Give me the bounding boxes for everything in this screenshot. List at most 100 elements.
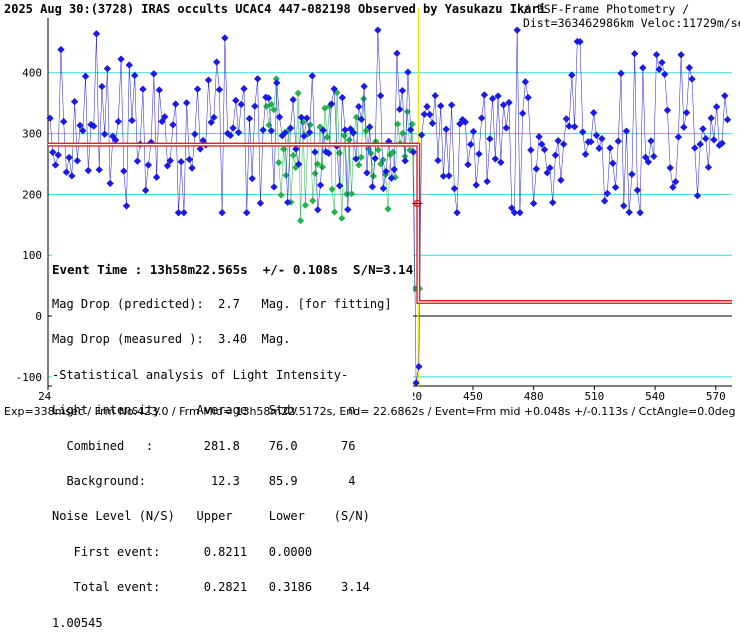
target-point	[125, 61, 133, 69]
target-point	[699, 125, 707, 133]
comparison-point	[267, 100, 275, 108]
target-point	[54, 151, 62, 159]
comparison-point	[277, 191, 285, 199]
comparison-point	[331, 208, 339, 216]
target-point	[248, 174, 256, 183]
target-point	[398, 86, 407, 95]
target-point	[100, 130, 109, 138]
comparison-point	[275, 159, 283, 167]
target-point	[150, 70, 158, 78]
target-point	[98, 82, 106, 91]
comparison-point	[348, 190, 356, 198]
target-point	[338, 93, 347, 102]
target-point	[117, 55, 125, 63]
target-point	[286, 124, 295, 132]
comparison-point	[355, 161, 363, 169]
target-point	[319, 126, 327, 134]
target-point	[51, 161, 60, 169]
statistics-annotation: Event Time : 13h58m22.565s +/- 0.108s S/…	[52, 240, 414, 641]
target-point	[669, 183, 677, 191]
target-point	[521, 78, 530, 86]
target-point	[529, 199, 538, 208]
target-point	[630, 50, 639, 58]
target-point	[628, 170, 636, 178]
target-point	[161, 113, 169, 121]
target-point	[256, 199, 265, 207]
target-point	[327, 100, 336, 108]
target-point	[62, 168, 71, 176]
target-point	[650, 152, 658, 161]
target-point	[590, 109, 598, 117]
x-tick-label-450: 450	[463, 390, 483, 403]
target-point	[434, 156, 442, 165]
target-point	[368, 183, 377, 191]
target-point	[106, 179, 114, 188]
target-point	[240, 85, 248, 93]
target-point	[636, 208, 644, 217]
target-point	[234, 128, 243, 137]
target-point	[516, 208, 524, 217]
target-point	[423, 102, 431, 111]
target-point	[666, 164, 674, 172]
target-point	[450, 184, 459, 193]
target-point	[300, 132, 308, 140]
target-point	[188, 164, 196, 172]
target-point	[469, 127, 478, 136]
target-point	[464, 160, 472, 169]
target-point	[379, 184, 387, 193]
target-point	[253, 75, 262, 83]
target-point	[562, 115, 571, 123]
target-point	[486, 135, 494, 143]
target-series	[46, 26, 732, 387]
target-point	[365, 123, 374, 131]
target-point	[658, 58, 666, 67]
comparison-line	[266, 78, 420, 289]
target-point	[169, 121, 177, 129]
target-point	[494, 92, 502, 100]
method-line-1: / PSF-Frame Photometry /	[523, 2, 690, 16]
target-point	[406, 126, 415, 134]
target-point	[73, 157, 82, 165]
stat-header: Light intensity Average Stdv n	[52, 403, 356, 418]
target-point	[292, 145, 300, 153]
target-point	[90, 122, 98, 130]
target-point	[595, 144, 603, 153]
target-point	[499, 101, 508, 109]
target-point	[297, 113, 306, 122]
target-point	[587, 138, 595, 146]
target-point	[524, 93, 532, 102]
target-point	[204, 76, 213, 84]
y-tick-label-100: 100	[22, 249, 42, 262]
target-point	[70, 98, 79, 106]
stat-background: Background: 12.3 85.9 4	[52, 473, 356, 488]
target-point	[581, 150, 590, 158]
target-point	[483, 177, 491, 186]
target-point	[311, 148, 319, 156]
mag-drop-predicted: Mag Drop (predicted): 2.7 Mag. [for fitt…	[52, 296, 392, 311]
target-point	[316, 181, 325, 189]
target-point	[103, 64, 112, 73]
target-point	[625, 208, 633, 216]
y-tick-label--100: -100	[16, 371, 43, 384]
target-point	[540, 145, 549, 154]
comparison-point	[318, 163, 326, 171]
target-point	[163, 162, 172, 170]
target-point	[652, 50, 661, 59]
target-point	[251, 102, 259, 110]
target-point	[177, 158, 185, 166]
target-point	[355, 102, 363, 111]
target-point	[641, 153, 650, 161]
target-point	[185, 155, 194, 164]
target-point	[182, 99, 191, 107]
y-tick-label-0: 0	[35, 310, 42, 323]
target-point	[647, 137, 655, 145]
comparison-point	[384, 205, 392, 213]
comparison-point	[338, 214, 346, 222]
target-point	[193, 85, 202, 93]
comparison-point	[270, 106, 278, 114]
target-point	[554, 137, 562, 145]
comparison-point	[408, 120, 416, 128]
target-point	[158, 117, 166, 126]
target-point	[445, 172, 453, 180]
target-point	[437, 102, 445, 110]
